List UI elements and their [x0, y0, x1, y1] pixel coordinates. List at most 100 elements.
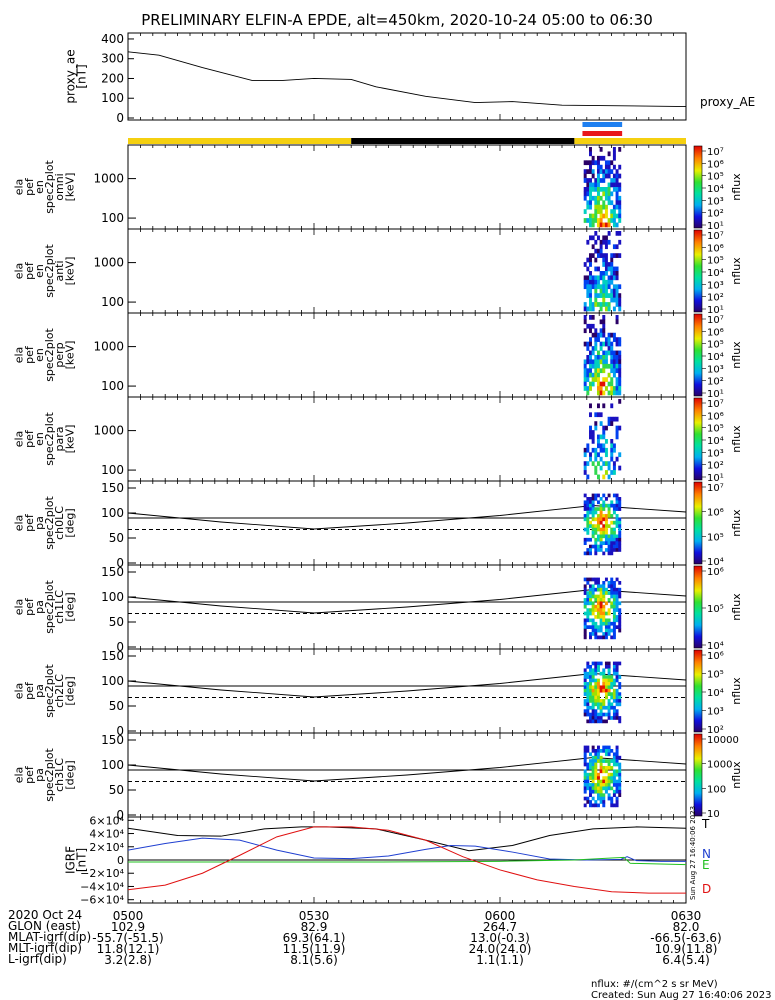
spectrogram-cell	[604, 350, 608, 356]
proxy-ae-panel: 400 300 200 100 0 proxy_ae[nT] proxy_AE	[63, 32, 755, 125]
spectrogram-cell	[615, 601, 619, 606]
spectrogram-cell	[615, 615, 619, 619]
spectrogram-cell	[618, 297, 622, 303]
spectrogram-cell	[618, 507, 622, 511]
spectrogram-cell	[586, 800, 590, 804]
spectrogram-cell	[618, 368, 622, 374]
spectrogram-cell	[591, 587, 595, 592]
spectrogram-cell	[612, 762, 616, 767]
spectrogram-cell	[612, 288, 616, 294]
spectrogram-cell	[602, 632, 606, 636]
ephemeris-value: 1.1(1.1)	[476, 953, 524, 967]
spectrogram-cell	[612, 531, 616, 535]
spectrogram-cell	[583, 195, 587, 201]
spectrogram-cell	[599, 793, 603, 797]
y-axis-label: elapefpaspec2plotch1LC[deg]	[13, 580, 77, 634]
y-axis-label-line: anti	[53, 260, 66, 281]
spectrogram-cell	[586, 783, 590, 787]
spectrogram-cell	[599, 709, 603, 713]
spectrogram-cell	[591, 695, 595, 700]
spectrogram-cell	[604, 288, 608, 294]
spectrogram-cell	[604, 766, 608, 770]
spectrogram-cell	[596, 598, 600, 602]
spectrogram-cell	[589, 195, 592, 201]
spectrogram-cell	[586, 359, 590, 365]
spectrogram-cell	[602, 527, 606, 532]
spectrogram-cell	[591, 772, 595, 777]
spectrogram-cell	[604, 164, 608, 170]
spectrogram-cell	[610, 779, 614, 784]
colorbar-label: 10⁵	[707, 172, 724, 183]
spectrogram-cell	[604, 337, 608, 342]
igrf-series-line	[127, 826, 686, 894]
spectrogram-cell	[615, 577, 619, 582]
spectrogram-cell	[589, 510, 592, 515]
spectrogram-cell	[612, 776, 616, 780]
spectrogram-cell	[610, 213, 614, 219]
spectrogram-cell	[591, 671, 595, 676]
y-axis-label-line: ela	[13, 683, 26, 700]
spectrogram-cell	[583, 306, 587, 312]
spectrogram-cell	[602, 675, 606, 679]
spectrogram-cell	[612, 390, 616, 396]
spectrogram-cell	[604, 527, 608, 532]
spectrogram-cell	[594, 762, 598, 767]
y-axis-label: elapefenspec2plotperp[keV]	[13, 328, 77, 382]
spectrogram-cell	[610, 527, 614, 532]
spectrogram-cell	[607, 796, 611, 801]
spectrogram-cell	[612, 759, 616, 763]
y-tick-label: −2×10⁴	[80, 867, 124, 880]
spectrogram-cell	[602, 584, 606, 589]
colorbar-label: 10³	[707, 707, 724, 718]
spectrogram-cell	[591, 803, 595, 808]
spectrogram-cell	[583, 381, 587, 387]
spectrogram-cell	[599, 608, 603, 612]
spectrogram-cell	[583, 621, 587, 626]
y-axis-label-line: ela	[13, 347, 26, 364]
spectrogram-cell	[604, 537, 608, 542]
ephemeris-value: 69.3(64.1)	[283, 931, 346, 945]
ephemeris-value: 8.1(5.6)	[290, 953, 338, 967]
spectrogram-cell	[583, 537, 587, 542]
y-axis-label-line: [deg]	[63, 592, 76, 621]
spectrogram-cell	[591, 218, 595, 223]
spectrogram-cell	[604, 195, 608, 201]
spectrogram-cell	[612, 493, 616, 498]
spectrogram-cell	[586, 503, 590, 508]
spectrogram-cell	[594, 632, 598, 636]
spectrogram-cell	[586, 531, 590, 535]
spectrogram-cell	[594, 204, 598, 210]
spectrogram-cell	[596, 625, 600, 629]
spectrogram-cell	[610, 209, 614, 214]
spectrogram-cell	[607, 762, 611, 767]
spectrogram-cell	[618, 164, 622, 170]
spectrogram-cell	[586, 204, 590, 210]
spectrogram-cell	[610, 421, 614, 426]
spectrogram-cell	[612, 372, 616, 378]
spectrogram-cell	[612, 608, 616, 612]
spectrogram-cell	[586, 390, 590, 396]
spectrogram-cell	[596, 266, 600, 272]
spectrogram-cell	[612, 151, 616, 157]
y-tick-label: 100	[101, 211, 124, 225]
spectrogram-cell	[615, 315, 619, 320]
spectrogram-cell	[599, 702, 603, 707]
spectrogram-cell	[612, 271, 616, 276]
spectrogram-cell	[591, 359, 595, 365]
spectrogram-cell	[612, 618, 616, 623]
spectrogram-cell	[612, 213, 616, 219]
spectrogram-cell	[596, 527, 600, 532]
spectrogram-cell	[594, 337, 598, 342]
spectrogram-cell	[591, 759, 595, 763]
colorbar-label: 10⁵	[707, 604, 724, 615]
spectrogram-cell	[618, 452, 622, 458]
spectrogram-cell	[612, 275, 616, 281]
spectrogram-cell	[589, 611, 592, 616]
spectrogram-cell	[589, 253, 592, 258]
spectrogram-cell	[586, 615, 590, 619]
spectrogram-cell	[599, 456, 603, 462]
spectrogram-cell	[589, 363, 592, 369]
spectrogram-cell	[596, 615, 600, 619]
spectrogram-cell	[607, 218, 611, 223]
